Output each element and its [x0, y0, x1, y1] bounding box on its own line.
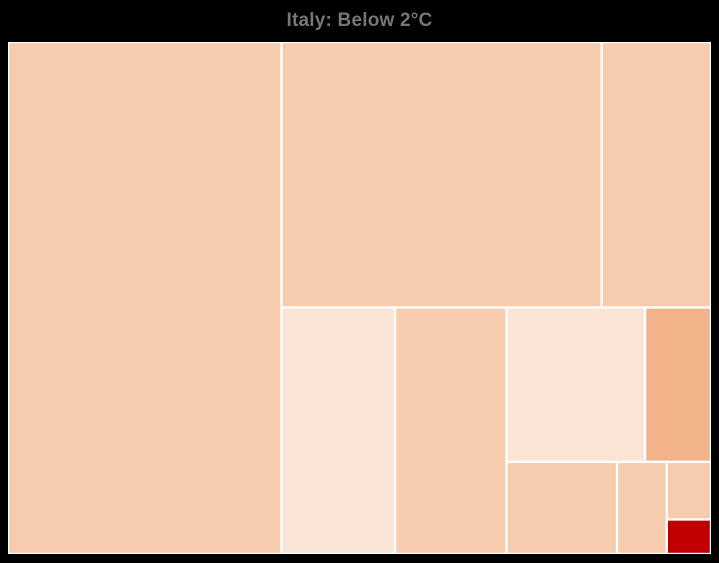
treemap-tile-11: [667, 520, 710, 553]
treemap-tile-1: [9, 43, 281, 553]
treemap-tile-10: [667, 463, 710, 519]
treemap-tile-8: [507, 463, 616, 553]
treemap-tile-7: [646, 308, 710, 461]
treemap-tile-3: [602, 43, 710, 307]
treemap-tile-6: [507, 308, 644, 461]
treemap-plot: [8, 42, 711, 554]
treemap-tile-5: [396, 308, 506, 553]
treemap-svg: [9, 43, 710, 553]
treemap-tile-4: [282, 308, 394, 553]
treemap-tile-9: [618, 463, 666, 553]
treemap-tile-2: [282, 43, 601, 307]
chart-title: Italy: Below 2°C: [286, 10, 433, 31]
